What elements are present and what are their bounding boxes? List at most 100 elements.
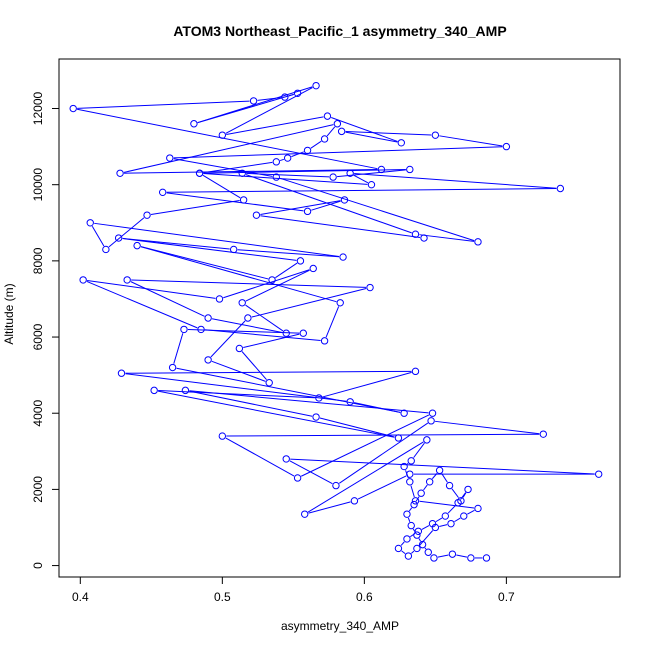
series-segment [123, 124, 334, 173]
data-point [403, 535, 411, 543]
data-point [301, 510, 309, 518]
x-tick-label: 0.4 [72, 590, 89, 604]
series-segment [424, 547, 427, 550]
data-point [427, 417, 435, 425]
data-point [411, 230, 420, 238]
series-segment [460, 492, 467, 500]
data-point [244, 314, 252, 322]
data-point [143, 211, 151, 219]
series-segment [122, 238, 297, 261]
data-point [482, 554, 491, 562]
series-segment [176, 367, 401, 413]
series-segment [406, 462, 409, 465]
data-point [166, 154, 174, 162]
data-point [441, 512, 450, 520]
series-segment [456, 554, 468, 558]
series-segment [279, 158, 285, 162]
series-segment [140, 246, 337, 303]
series-segment [251, 288, 367, 318]
data-point [404, 552, 413, 560]
series-segment [311, 200, 341, 211]
series-segment [77, 108, 378, 170]
series-segment [421, 525, 430, 530]
series-segment [300, 414, 430, 477]
series-segment [447, 505, 456, 514]
data-point [293, 89, 302, 97]
series-segment [125, 373, 347, 402]
data-point [410, 500, 418, 509]
series-segment [357, 475, 407, 500]
series-segment [87, 279, 216, 299]
data-point [150, 386, 158, 395]
data-point [272, 173, 280, 181]
series-segment [401, 550, 406, 555]
data-point [406, 165, 414, 174]
data-point [400, 409, 408, 417]
data-point [282, 455, 290, 463]
data-point [430, 554, 438, 562]
series-segment [337, 169, 406, 178]
data-point [315, 394, 323, 402]
data-point [417, 489, 425, 497]
data-point [204, 314, 212, 322]
x-tick-label: 0.7 [498, 590, 515, 604]
data-point [272, 158, 280, 166]
data-point [460, 512, 468, 520]
data-point [320, 135, 329, 143]
series-segment [173, 146, 503, 159]
data-point [413, 544, 421, 553]
data-point [366, 283, 374, 292]
series-segment [124, 169, 378, 174]
data-point [556, 184, 565, 193]
series-segment [77, 100, 250, 109]
data-point [445, 481, 454, 490]
series-segment [289, 460, 333, 485]
data-point [454, 499, 462, 507]
series-segment [226, 116, 324, 135]
data-point [265, 379, 273, 387]
series-segment [203, 173, 368, 185]
data-point [414, 527, 423, 535]
series-segment [197, 86, 313, 124]
series-segment [202, 174, 241, 199]
data-point [337, 127, 346, 136]
series-segment [131, 279, 367, 288]
series-segment [211, 318, 283, 333]
data-point [336, 299, 344, 307]
series-segment [225, 87, 313, 134]
series-segment [140, 246, 269, 280]
data-point [418, 540, 427, 549]
data-point [238, 169, 246, 177]
y-tick-label: 10000 [31, 168, 45, 202]
series-segment [158, 390, 315, 399]
series-segment [203, 169, 406, 174]
data-point [431, 131, 440, 139]
series-segment [437, 554, 449, 558]
series-segment [407, 517, 411, 523]
data-point [252, 211, 261, 219]
data-point [293, 474, 302, 482]
data-point [400, 462, 408, 471]
series-segment [108, 217, 145, 248]
series-segment [400, 541, 405, 546]
series-segment [246, 172, 330, 178]
series-segment [423, 484, 428, 491]
data-point [283, 154, 292, 162]
data-point [394, 434, 403, 442]
data-point [423, 436, 431, 444]
series-segment [189, 390, 429, 414]
data-point [323, 112, 332, 120]
data-point [413, 531, 421, 539]
data-point [407, 521, 415, 530]
data-point [79, 276, 87, 284]
series-segment [441, 473, 448, 483]
data-point [312, 81, 320, 90]
data-point [69, 104, 77, 113]
chart-title: ATOM3 Northeast_Pacific_1 asymmetry_340_… [173, 23, 506, 39]
data-point [435, 466, 444, 475]
data-point [474, 504, 482, 513]
series-segment [331, 117, 398, 142]
data-point [448, 550, 457, 558]
data-point [447, 519, 455, 528]
